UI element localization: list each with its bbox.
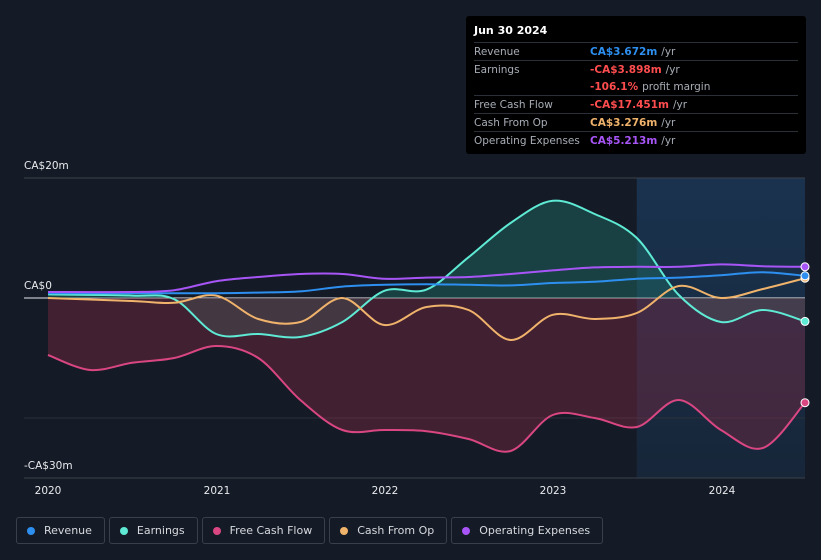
tooltip-row-cash-from-op: Cash From Op CA$3.276m /yr (474, 113, 798, 131)
legend-label: Earnings (136, 524, 185, 537)
line-revenue (48, 271, 806, 295)
tooltip-label: Operating Expenses (474, 134, 580, 147)
area-earnings (48, 200, 805, 338)
tooltip-value: CA$5.213m (590, 134, 658, 147)
tooltip-value: CA$3.672m (590, 45, 658, 58)
legend-label: Free Cash Flow (229, 524, 313, 537)
x-tick-label: 2021 (203, 485, 231, 497)
end-point-earnings (800, 316, 810, 326)
tooltip-label: Earnings (474, 63, 520, 76)
tooltip-value: -CA$17.451m (590, 98, 669, 111)
tooltip-value: CA$3.276m (590, 116, 658, 129)
legend-item-revenue[interactable]: Revenue (16, 517, 105, 544)
x-tick-label: 2020 (34, 485, 62, 497)
legend-item-operating-expenses[interactable]: Operating Expenses (451, 517, 604, 544)
y-tick-label: -CA$30m (24, 460, 73, 472)
tooltip-value: -CA$3.898m (590, 63, 662, 76)
x-tick-label: 2023 (539, 485, 567, 497)
tooltip-row-profit-margin: -106.1% profit margin (474, 78, 798, 95)
tooltip-date: Jun 30 2024 (474, 24, 548, 37)
tooltip-unit: /yr (672, 98, 688, 111)
line-operating-expenses (47, 263, 806, 294)
legend-item-free-cash-flow[interactable]: Free Cash Flow (201, 517, 326, 544)
tooltip-unit: /yr (661, 45, 676, 58)
tooltip-unit: /yr (665, 63, 680, 76)
legend-dot-icon (212, 526, 221, 535)
line-cash-from-op (47, 277, 806, 342)
tooltip-row-free-cash-flow: Free Cash Flow -CA$17.451m /yr (474, 95, 798, 113)
legend-label: Operating Expenses (479, 524, 591, 537)
legend-dot-icon (340, 526, 349, 535)
legend-dot-icon (27, 526, 35, 535)
tooltip-label: Cash From Op (474, 116, 548, 129)
end-point-free-cash-flow (800, 398, 810, 408)
tooltip-unit: /yr (661, 116, 676, 129)
y-tick-label: CA$0 (24, 280, 52, 292)
tooltip-label: Revenue (474, 45, 520, 58)
tooltip-row-revenue: Revenue CA$3.672m /yr (474, 42, 798, 60)
chart-lines (47, 199, 806, 453)
tooltip-row-earnings: Earnings -CA$3.898m /yr (474, 60, 798, 78)
end-point-operating-expenses (800, 262, 810, 272)
tooltip-unit: profit margin (642, 80, 711, 93)
data-tooltip: Jun 30 2024 Revenue CA$3.672m /yr Earnin… (466, 16, 806, 154)
tooltip-unit: /yr (661, 134, 676, 147)
line-free-cash-flow (47, 345, 806, 453)
legend-item-cash-from-op[interactable]: Cash From Op (329, 517, 448, 544)
highlight-band (636, 178, 805, 478)
tooltip-label: Free Cash Flow (474, 98, 553, 111)
x-tick-label: 2022 (371, 485, 399, 497)
legend-label: Revenue (44, 524, 92, 537)
legend-label: Cash From Op (357, 524, 435, 537)
legend-dot-icon (119, 526, 128, 535)
grid (24, 177, 805, 479)
tooltip-value: -106.1% (590, 80, 639, 93)
y-tick-label: CA$20m (24, 160, 69, 172)
end-point-revenue (800, 271, 810, 281)
chart-legend: Revenue Earnings Free Cash Flow Cash Fro… (16, 517, 604, 544)
legend-dot-icon (462, 526, 471, 535)
chart-end-points (800, 262, 810, 408)
legend-item-earnings[interactable]: Earnings (108, 517, 198, 544)
tooltip-row-operating-expenses: Operating Expenses CA$5.213m /yr (474, 131, 798, 149)
x-tick-label: 2024 (708, 485, 736, 497)
